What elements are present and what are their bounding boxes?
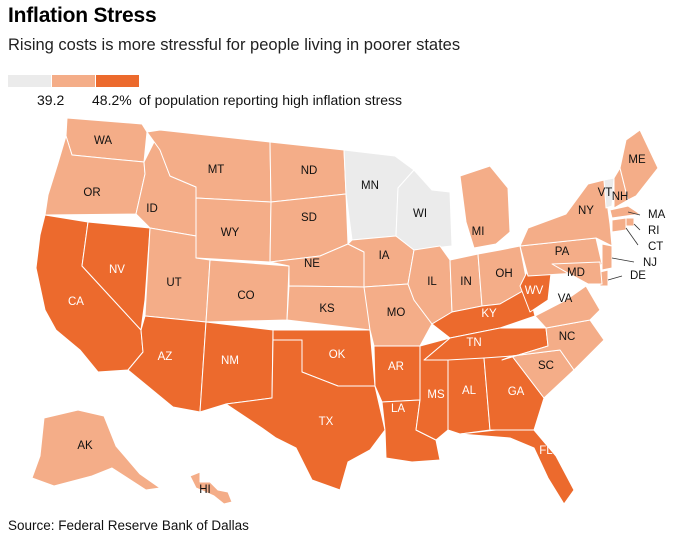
state-label-wa: WA: [94, 135, 112, 147]
state-label-ak: AK: [77, 440, 93, 452]
state-label-ms: MS: [427, 389, 445, 401]
state-me: [619, 129, 659, 201]
state-label-sd: SD: [301, 212, 317, 224]
state-label-ma: MA: [648, 209, 666, 221]
state-label-nv: NV: [109, 264, 125, 276]
state-label-ga: GA: [508, 386, 525, 398]
leader-line-ma: [627, 211, 641, 216]
state-label-id: ID: [146, 203, 158, 215]
state-label-ky: KY: [481, 308, 497, 320]
state-nv: [81, 221, 151, 331]
state-label-me: ME: [628, 154, 646, 166]
state-mi: [459, 165, 511, 249]
state-label-ny: NY: [578, 205, 594, 217]
state-label-oh: OH: [495, 268, 512, 280]
leader-line-nj: [611, 257, 635, 263]
state-label-nd: ND: [301, 165, 318, 177]
state-label-wv: WV: [525, 285, 544, 297]
legend: 39.2 48.2% of population reporting high …: [8, 75, 508, 113]
state-label-nj: NJ: [643, 257, 657, 269]
state-label-al: AL: [462, 385, 477, 397]
state-va: [534, 285, 601, 329]
state-label-la: LA: [391, 403, 405, 415]
state-label-wi: WI: [413, 208, 427, 220]
state-ar: [373, 345, 421, 403]
legend-swatch-mid: [52, 75, 95, 87]
state-ny: [519, 179, 613, 247]
legend-description: of population reporting high inflation s…: [139, 92, 403, 108]
state-label-ri: RI: [648, 225, 660, 237]
us-state-map: WA OR CA NV ID MT WY UT AZ CO NM ND SD NE KS OK TX MN IA MO…: [31, 117, 666, 505]
state-label-va: VA: [558, 293, 573, 305]
legend-swatch-low: [8, 75, 51, 87]
state-label-nh: NH: [612, 191, 629, 203]
state-label-ar: AR: [388, 361, 404, 373]
state-md: [551, 261, 603, 285]
state-label-il: IL: [427, 276, 437, 288]
state-label-fl: FL: [539, 445, 553, 457]
state-label-mt: MT: [208, 164, 225, 176]
state-vt: [603, 177, 615, 209]
state-label-md: MD: [567, 267, 585, 279]
state-label-nm: NM: [221, 355, 239, 367]
state-label-in: IN: [460, 276, 472, 288]
state-fl: [459, 429, 575, 505]
state-label-ne: NE: [304, 258, 320, 270]
legend-swatch-high: [96, 75, 139, 87]
state-nc: [501, 319, 605, 371]
state-ri: [625, 217, 635, 227]
state-tx: [225, 339, 386, 491]
state-label-ok: OK: [329, 349, 346, 361]
state-label-tx: TX: [319, 416, 334, 428]
state-label-wy: WY: [221, 227, 240, 239]
state-label-co: CO: [237, 290, 254, 302]
chart-subtitle: Rising costs is more stressful for peopl…: [8, 36, 461, 54]
state-label-sc: SC: [538, 360, 554, 372]
state-label-ct: CT: [648, 241, 663, 253]
state-label-pa: PA: [555, 246, 570, 258]
leader-line-ri: [633, 223, 641, 231]
state-label-az: AZ: [158, 351, 173, 363]
leader-line-ct: [625, 227, 639, 246]
leader-line-de: [607, 275, 623, 281]
state-label-mn: MN: [361, 180, 379, 192]
state-nj: [601, 243, 613, 271]
state-label-ut: UT: [166, 277, 181, 289]
state-label-mo: MO: [387, 307, 406, 319]
state-ct: [611, 217, 627, 233]
state-label-ca: CA: [68, 296, 84, 308]
state-ak: [31, 409, 161, 491]
state-label-ks: KS: [319, 303, 335, 315]
state-label-nc: NC: [559, 331, 576, 343]
source-note: Source: Federal Reserve Bank of Dallas: [8, 518, 249, 533]
state-label-ia: IA: [379, 250, 390, 262]
state-wi: [395, 169, 453, 251]
state-label-tn: TN: [466, 337, 481, 349]
state-label-hi: HI: [199, 484, 211, 496]
state-label-mi: MI: [472, 226, 485, 238]
state-label-vt: VT: [598, 187, 613, 199]
legend-min-label: 39.2: [37, 92, 65, 108]
state-hi: [189, 471, 233, 505]
state-label-or: OR: [83, 187, 100, 199]
state-ma: [609, 205, 641, 219]
chart-title: Inflation Stress: [8, 4, 157, 27]
state-label-de: DE: [630, 270, 646, 282]
legend-max-label: 48.2%: [92, 92, 132, 108]
